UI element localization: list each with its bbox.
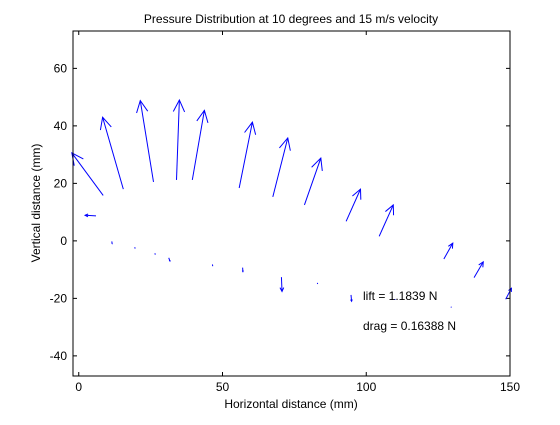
x-tick-label: 0 (75, 380, 82, 394)
x-axis-label: Horizontal distance (mm) (224, 397, 357, 411)
drag-annotation: drag = 0.16388 N (363, 319, 456, 333)
y-tick-label: 20 (54, 176, 68, 190)
x-tick-label: 50 (216, 380, 230, 394)
y-tick-label: -20 (50, 291, 68, 305)
lift-annotation: lift = 1.1839 N (363, 289, 437, 303)
pressure-arrow (112, 241, 113, 243)
x-tick-label: 150 (500, 380, 520, 394)
y-tick-label: 60 (54, 61, 68, 75)
x-tick-label: 100 (356, 380, 376, 394)
y-tick-label: -40 (50, 349, 68, 363)
chart-title: Pressure Distribution at 10 degrees and … (144, 12, 438, 26)
y-tick-label: 0 (60, 234, 67, 248)
y-axis-label: Vertical distance (mm) (29, 144, 43, 263)
y-tick-label: 40 (54, 119, 68, 133)
